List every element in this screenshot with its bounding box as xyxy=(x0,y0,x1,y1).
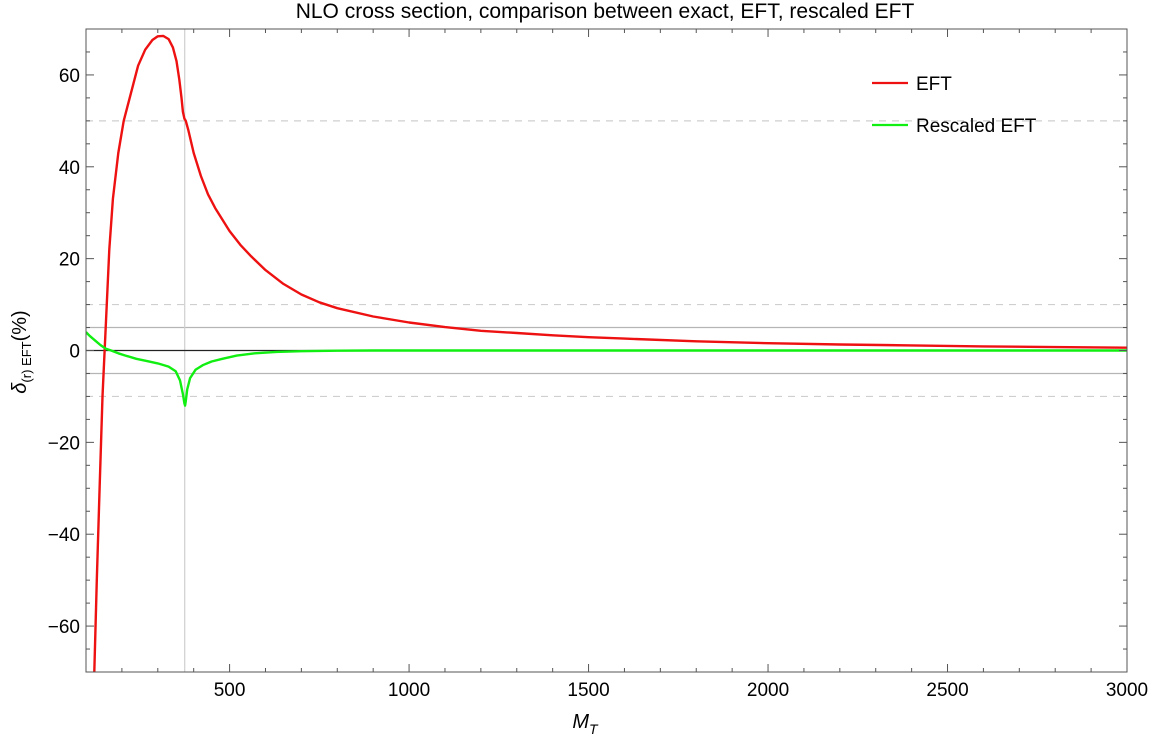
x-tick-label: 1000 xyxy=(388,680,430,701)
plot-area: 500 1000 1500 2000 2500 3000 −60 −40 −20 0 20 40 60 xyxy=(48,28,1148,701)
series-line-eft xyxy=(93,34,1127,672)
y-tick-label: −40 xyxy=(48,525,80,546)
x-tick-label: 3000 xyxy=(1106,680,1148,701)
y-tick-label: −60 xyxy=(48,617,80,638)
chart-title: NLO cross section, comparison between ex… xyxy=(296,0,915,23)
x-axis-label-sub: T xyxy=(589,721,599,737)
y-tick-label: 20 xyxy=(59,250,80,271)
y-axis-label-tail: (%) xyxy=(9,310,31,341)
y-axis-label-sub: (r) EFT xyxy=(19,341,34,382)
x-tick-label: 500 xyxy=(214,680,246,701)
y-axis-label: δ(r) EFT(%) xyxy=(9,310,34,393)
x-axis-label-main: M xyxy=(572,711,589,733)
y-tick-label: 0 xyxy=(69,342,80,363)
legend-label-rescaled-eft: Rescaled EFT xyxy=(916,116,1037,137)
legend: EFT Rescaled EFT xyxy=(872,74,1037,137)
y-tick-label: 40 xyxy=(59,158,80,179)
y-tick-label: 60 xyxy=(59,66,80,87)
y-tick-label: −20 xyxy=(48,433,80,454)
x-tick-label: 2500 xyxy=(926,680,968,701)
x-tick-label: 1500 xyxy=(567,680,609,701)
legend-label-eft: EFT xyxy=(916,74,952,95)
x-tick-label: 2000 xyxy=(747,680,789,701)
series-line-rescaled-eft xyxy=(86,331,1127,407)
y-axis-label-main: δ xyxy=(9,382,31,394)
x-axis-label: MT xyxy=(572,711,599,737)
